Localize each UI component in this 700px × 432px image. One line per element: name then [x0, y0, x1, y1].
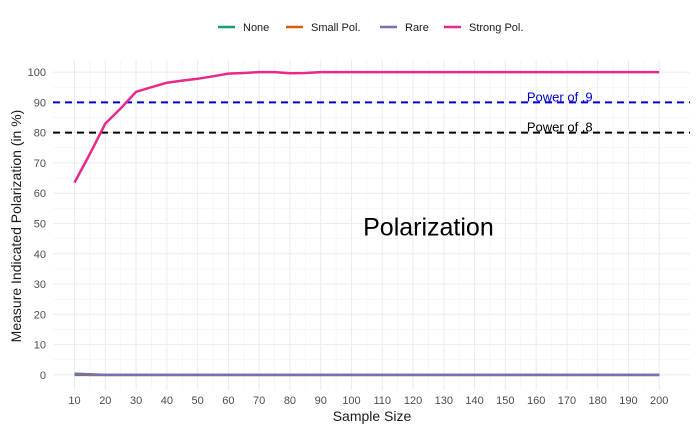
x-tick-label: 200	[650, 395, 668, 407]
x-tick-label: 130	[435, 395, 453, 407]
x-tick-label: 120	[404, 395, 422, 407]
y-tick-label: 20	[34, 309, 46, 321]
y-tick-label: 60	[34, 188, 46, 200]
x-tick-label: 30	[130, 395, 142, 407]
y-axis-title: Measure Indicated Polarization (in %)	[8, 110, 24, 343]
grid	[53, 60, 690, 390]
x-tick-label: 40	[161, 395, 173, 407]
x-tick-label: 110	[373, 395, 391, 407]
legend-label: None	[243, 22, 269, 34]
legend-label: Strong Pol.	[469, 22, 523, 34]
y-axis-ticks: 0 10 20 30 40 50 60 70 80 90 100	[28, 67, 46, 382]
y-tick-label: 30	[34, 279, 46, 291]
legend: None Small Pol. Rare Strong Pol.	[218, 22, 523, 34]
x-axis-ticks: 10 20 30 40 50 60 70 80 90 100 110 120 130 140 150 160 1…	[68, 395, 668, 407]
reference-lines: Power of .9 Power of .8	[53, 89, 690, 135]
annotation-polarization: Polarization	[363, 214, 494, 242]
y-tick-label: 0	[40, 370, 46, 382]
x-tick-label: 190	[619, 395, 637, 407]
y-tick-label: 50	[34, 218, 46, 230]
y-tick-label: 80	[34, 128, 46, 140]
reference-line-label: Power of .8	[527, 120, 593, 135]
x-tick-label: 180	[589, 395, 607, 407]
plot-panel	[53, 60, 690, 390]
legend-label: Rare	[405, 22, 429, 34]
x-tick-label: 70	[253, 395, 265, 407]
y-tick-label: 40	[34, 249, 46, 261]
x-tick-label: 20	[99, 395, 111, 407]
y-tick-label: 10	[34, 340, 46, 352]
x-tick-label: 10	[68, 395, 80, 407]
series-lines	[73, 70, 660, 377]
series-line	[73, 70, 660, 184]
x-tick-label: 50	[192, 395, 204, 407]
x-tick-label: 100	[342, 395, 360, 407]
y-tick-label: 90	[34, 97, 46, 109]
y-tick-label: 70	[34, 158, 46, 170]
x-tick-label: 160	[527, 395, 545, 407]
series-line	[74, 372, 660, 377]
x-tick-label: 140	[465, 395, 483, 407]
y-tick-label: 100	[28, 67, 46, 79]
x-tick-label: 80	[284, 395, 296, 407]
x-tick-label: 90	[315, 395, 327, 407]
x-tick-label: 150	[496, 395, 514, 407]
x-tick-label: 60	[222, 395, 234, 407]
x-axis-title: Sample Size	[333, 408, 412, 424]
x-tick-label: 170	[558, 395, 576, 407]
reference-line-label: Power of .9	[527, 89, 593, 104]
legend-label: Small Pol.	[311, 22, 361, 34]
